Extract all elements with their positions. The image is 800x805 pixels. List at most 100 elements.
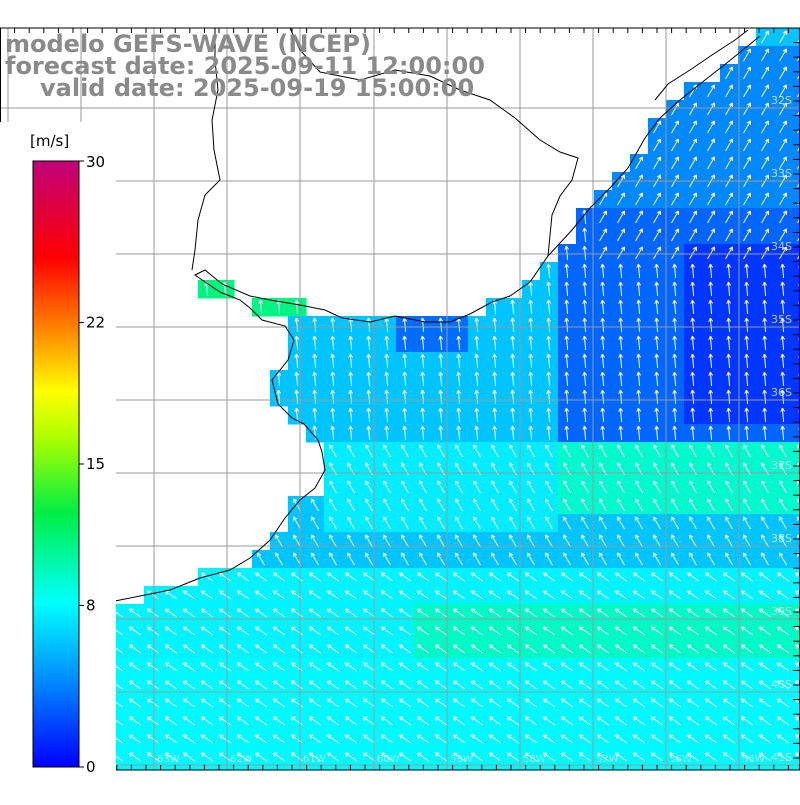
wind-cell — [792, 532, 800, 551]
latitude-label: 41S — [771, 751, 792, 764]
wind-cell — [252, 766, 271, 785]
wind-cell — [558, 766, 577, 785]
wind-arrow — [777, 771, 788, 779]
wind-cell — [792, 46, 800, 65]
latitude-label: 37S — [771, 459, 792, 472]
longitude-label: 62W — [230, 754, 253, 765]
wind-arrow — [489, 771, 500, 779]
wind-cell — [792, 748, 800, 767]
wind-cell — [468, 766, 487, 785]
wind-cell — [792, 604, 800, 623]
wind-cell — [324, 766, 343, 785]
wind-cell — [738, 766, 757, 785]
latitude-label: 40S — [771, 678, 792, 691]
wind-cell — [792, 352, 800, 371]
valid-date: valid date: 2025-09-19 15:00:00 — [40, 74, 474, 102]
wind-cell — [270, 766, 289, 785]
longitude-label: 56W — [669, 754, 692, 765]
longitude-label: 60W — [377, 754, 400, 765]
wind-arrow — [237, 771, 248, 779]
colorbar-gradient — [33, 161, 79, 767]
colorbar-tick-label: 30 — [86, 153, 105, 171]
wind-cell — [792, 730, 800, 749]
wind-cell — [594, 766, 613, 785]
wind-arrow — [129, 771, 140, 779]
wind-arrow — [579, 771, 590, 779]
wind-cell — [144, 766, 163, 785]
colorbar-tick-label: 22 — [86, 314, 105, 332]
wind-cell — [792, 154, 800, 173]
wind-arrow — [399, 771, 410, 779]
wind-cell — [792, 28, 800, 47]
wind-cell — [792, 118, 800, 137]
wind-cell — [666, 766, 685, 785]
wind-arrow — [525, 771, 536, 779]
colorbar-tick-label: 15 — [86, 455, 105, 473]
longitude-label: 57W — [596, 754, 619, 765]
wind-cell — [792, 658, 800, 677]
wind-cell — [792, 64, 800, 83]
wind-arrow — [723, 771, 734, 779]
wind-cell — [306, 766, 325, 785]
wind-cell — [198, 766, 217, 785]
wind-cell — [792, 388, 800, 407]
wind-arrow — [741, 771, 752, 779]
wind-cell — [792, 82, 800, 101]
wind-cell — [432, 766, 451, 785]
wind-arrow — [309, 771, 320, 779]
wind-arrow — [597, 771, 608, 779]
wind-cell — [792, 208, 800, 227]
wind-arrow — [561, 771, 572, 779]
wind-cell — [792, 316, 800, 335]
wind-cell — [792, 280, 800, 299]
wind-cell — [792, 334, 800, 353]
colorbar-tick-label: 8 — [86, 596, 96, 614]
longitude-label: 63W — [157, 754, 180, 765]
colorbar-unit: [m/s] — [30, 132, 69, 150]
latitude-label: 39S — [771, 605, 792, 618]
wind-cell — [792, 370, 800, 389]
wind-arrow — [669, 771, 680, 779]
wind-arrow — [453, 771, 464, 779]
wind-cell — [180, 766, 199, 785]
wind-arrow — [759, 771, 770, 779]
wind-cell — [792, 262, 800, 281]
latitude-label: 38S — [771, 532, 792, 545]
latitude-label: 36S — [771, 386, 792, 399]
wind-arrow — [345, 771, 356, 779]
wind-cell — [792, 514, 800, 533]
wind-arrow — [543, 771, 554, 779]
wind-cell — [792, 496, 800, 515]
wind-arrow — [363, 771, 374, 779]
wind-cell — [522, 766, 541, 785]
wind-cell — [792, 298, 800, 317]
wind-cell — [792, 622, 800, 641]
wind-cell — [774, 766, 793, 785]
wind-arrow — [255, 771, 266, 779]
latitude-label: 34S — [771, 240, 792, 253]
wind-arrow — [219, 771, 230, 779]
wind-cell — [342, 766, 361, 785]
wind-cell — [792, 226, 800, 245]
wind-arrow — [201, 771, 212, 779]
wind-cell — [630, 766, 649, 785]
wind-cell — [576, 766, 595, 785]
wind-cell — [792, 190, 800, 209]
latitude-label: 33S — [771, 167, 792, 180]
wind-cell — [126, 766, 145, 785]
wind-cell — [540, 766, 559, 785]
wind-cell — [792, 460, 800, 479]
wind-arrow — [417, 771, 428, 779]
wind-arrow — [795, 771, 800, 779]
longitude-label: 58W — [523, 754, 546, 765]
wind-arrow — [147, 771, 158, 779]
wind-arrow — [381, 771, 392, 779]
wind-arrow — [507, 771, 518, 779]
wind-cell — [792, 586, 800, 605]
longitude-label: 55W — [742, 754, 765, 765]
wind-arrow — [435, 771, 446, 779]
wind-arrow — [327, 771, 338, 779]
wind-arrow — [687, 771, 698, 779]
